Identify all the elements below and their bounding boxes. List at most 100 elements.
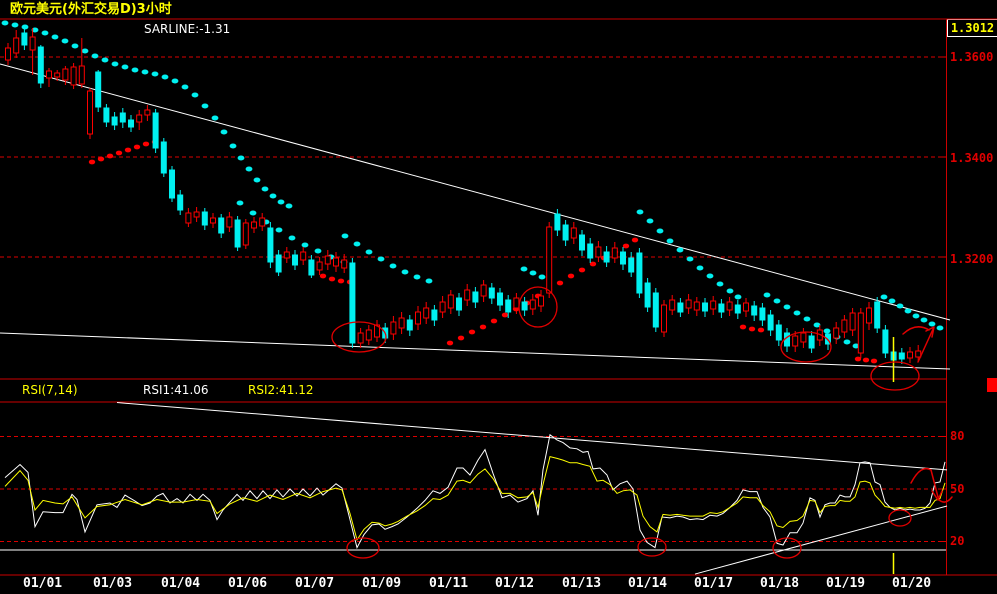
sar-dot-cyan [229, 143, 237, 149]
candle-body [849, 312, 856, 331]
sar-dot-cyan [91, 53, 99, 59]
scroll-marker [987, 378, 997, 392]
sar-dot-cyan [726, 288, 734, 294]
candle-body [423, 307, 430, 319]
sar-dot-cyan [646, 218, 654, 224]
sar-dot-red [124, 147, 132, 153]
candle-body [234, 219, 241, 248]
sar-dot-red [748, 326, 756, 332]
candle-body [570, 227, 577, 239]
candle-body [201, 211, 208, 226]
sar-dot-cyan [425, 278, 433, 284]
candle-body [915, 350, 922, 358]
rsi-trendline [116, 402, 948, 471]
price-axis-label: 1.3200 [950, 252, 994, 266]
sar-dot-cyan [288, 235, 296, 241]
sar-dot-cyan [249, 210, 257, 216]
sar-dot-cyan [377, 256, 385, 262]
sar-dot-red [578, 267, 586, 273]
sar-dot-cyan [706, 273, 714, 279]
sar-dot-cyan [734, 294, 742, 300]
candle-body [611, 247, 618, 259]
candle-body [521, 301, 528, 311]
candle-body [710, 300, 717, 310]
sar-dot-red [133, 144, 141, 150]
candle-body [472, 291, 479, 303]
sar-dot-cyan [31, 27, 39, 33]
sar-dot-cyan [928, 321, 936, 327]
sar-dot-cyan [61, 38, 69, 44]
annotation-circle [518, 286, 558, 328]
sar-dot-cyan [520, 266, 528, 272]
candle-body [128, 119, 134, 128]
candle-body [251, 221, 257, 229]
sar-dot-cyan [51, 34, 59, 40]
candle-body [726, 301, 733, 311]
sar-dot-red [589, 261, 597, 267]
sar-dot-red [337, 278, 345, 284]
sar-dot-cyan [236, 200, 244, 206]
candle-body [46, 70, 52, 79]
candle-body [87, 90, 93, 135]
rsi1-line [4, 433, 946, 549]
date-label: 01/19 [826, 576, 866, 591]
candle-body [464, 289, 471, 301]
sar-dot-cyan [314, 248, 322, 254]
candle-body [259, 217, 266, 227]
sar-dot-cyan [912, 313, 920, 319]
candle-body [529, 299, 536, 310]
candle-body [341, 259, 348, 269]
candle-body [767, 314, 774, 331]
candle-body [169, 169, 175, 199]
candle-body [874, 301, 881, 329]
rsi-axis-label: 20 [950, 534, 965, 548]
date-label: 01/18 [760, 576, 800, 591]
sar-dot-cyan [656, 228, 664, 234]
sar-dot-cyan [211, 115, 219, 121]
sar-dot-cyan [920, 317, 928, 323]
sar-dot-cyan [111, 61, 119, 67]
candle-body [595, 246, 602, 258]
sar-dot-cyan [1, 20, 9, 26]
sar-dot-cyan [401, 269, 409, 275]
candle-body [784, 332, 790, 347]
sar-dot-cyan [538, 274, 546, 280]
candle-body [546, 226, 553, 294]
sar-dot-cyan [353, 241, 361, 247]
rsi1-value: RSI1:41.06 [143, 383, 209, 397]
annotation-circle [870, 361, 920, 391]
sar-dot-cyan [936, 325, 944, 331]
sar-dot-cyan [793, 310, 801, 316]
candle-body [882, 329, 889, 354]
candle-body [300, 251, 307, 261]
candle-body [415, 311, 421, 325]
annotation-circle [780, 331, 832, 363]
candle-body [702, 302, 708, 312]
candle-body [603, 251, 610, 263]
candle-body [579, 234, 585, 251]
candle-body [800, 332, 807, 343]
sar-dot-cyan [151, 71, 159, 77]
sar-dot-cyan [783, 304, 791, 310]
sar-dot-red [328, 276, 336, 282]
sar-dot-red [468, 329, 476, 335]
candle-body [119, 112, 126, 123]
sar-dot-red [457, 335, 465, 341]
sar-dot-cyan [11, 22, 19, 28]
candle-body [431, 309, 438, 321]
date-label: 01/07 [295, 576, 335, 591]
sar-dot-cyan [161, 74, 169, 80]
date-label: 01/03 [93, 576, 133, 591]
sar-dot-cyan [269, 193, 277, 199]
candle-body [685, 299, 692, 309]
sar-dot-cyan [191, 92, 199, 98]
sar-dot-red [97, 156, 105, 162]
candle-body [488, 287, 495, 299]
candle-body [152, 112, 159, 149]
sar-dot-cyan [21, 24, 29, 30]
sar-dot-cyan [636, 209, 644, 215]
sar-dot-cyan [245, 166, 253, 172]
candle-body [218, 217, 225, 234]
candle-body [907, 351, 913, 359]
